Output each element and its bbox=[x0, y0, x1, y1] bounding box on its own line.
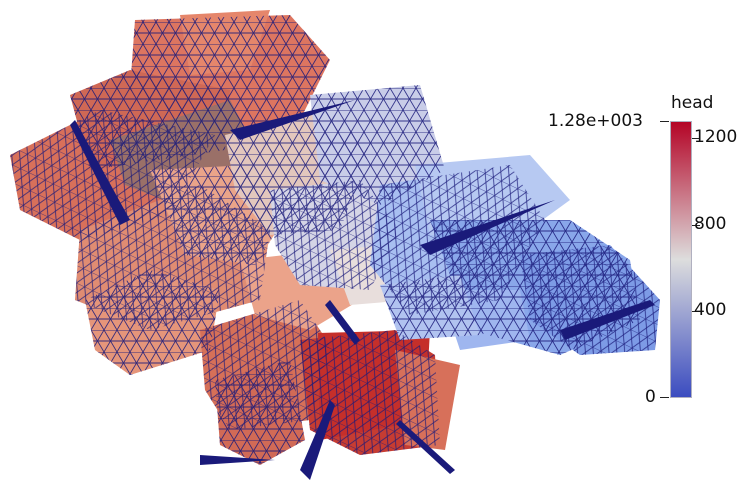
colorbar-tick-label: 1200 bbox=[694, 127, 738, 147]
mesh-wireframe bbox=[10, 15, 660, 465]
colorbar-tick bbox=[692, 138, 700, 139]
colorbar-tick-label: 400 bbox=[694, 300, 727, 320]
colorbar-max-label: 1.28e+003 bbox=[548, 111, 644, 131]
colorbar bbox=[670, 121, 692, 398]
edge-on-fractures bbox=[70, 100, 655, 480]
colorbar-min-tick bbox=[660, 397, 669, 398]
colorbar-tick bbox=[692, 225, 700, 226]
colorbar-min-label: 0 bbox=[645, 387, 656, 407]
colorbar-tick bbox=[692, 311, 700, 312]
colorbar-title: head bbox=[671, 93, 714, 113]
colorbar-max-tick bbox=[660, 121, 669, 122]
colorbar-tick-label: 800 bbox=[694, 214, 727, 234]
